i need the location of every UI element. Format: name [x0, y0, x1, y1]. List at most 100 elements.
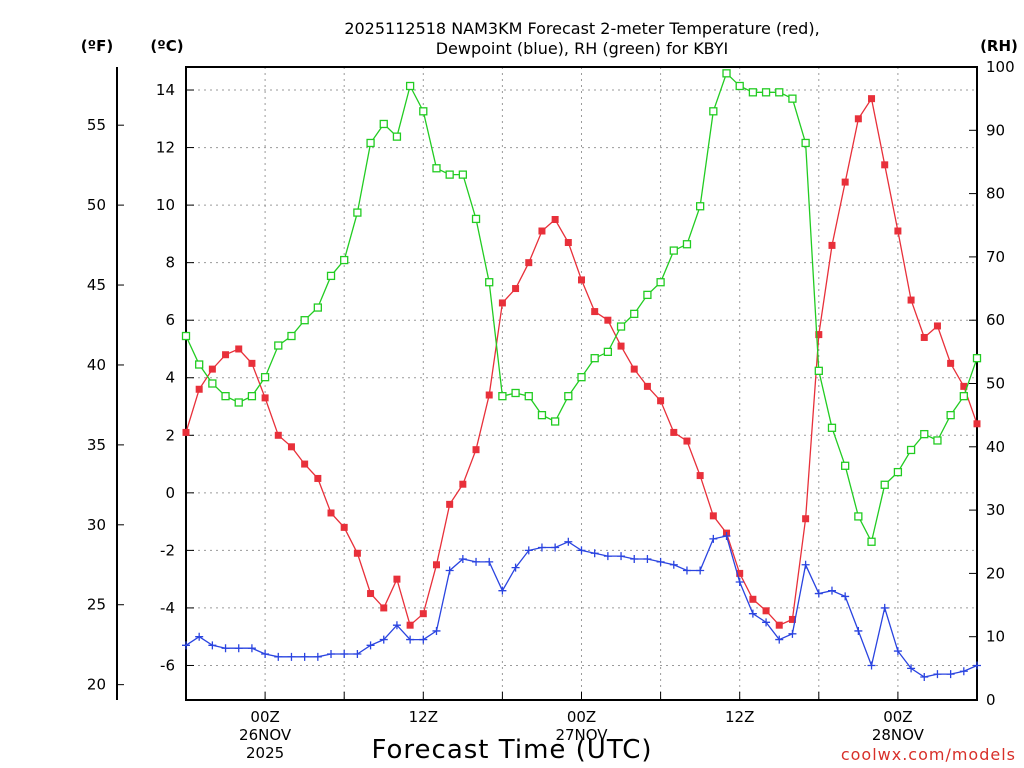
2-meter-temperature-point [248, 359, 256, 367]
rh-point [392, 132, 402, 141]
fahrenheit-tick-label: 55 [87, 116, 106, 134]
dewpoint-point [221, 644, 230, 653]
celsius-tick-label: 8 [165, 254, 175, 272]
celsius-unit-label: (ºC) [150, 37, 183, 55]
rh-tick-label: 80 [986, 185, 1005, 203]
celsius-tick-label: 6 [165, 311, 175, 329]
dewpoint-point [669, 560, 678, 569]
rh-unit-label: (RH) [980, 37, 1018, 55]
fahrenheit-tick-label: 35 [87, 436, 106, 454]
2-meter-temperature-point [881, 161, 889, 169]
2-meter-temperature-point [551, 215, 559, 223]
2-meter-temperature-point [222, 351, 230, 359]
rh-tick-label: 0 [986, 691, 996, 709]
dewpoint-point [300, 652, 309, 661]
celsius-axis: -6 -4 -2 0 2 4 6 8 10 12 14 [156, 81, 194, 674]
2-meter-temperature-point [828, 241, 836, 249]
2-meter-temperature-point [657, 397, 665, 405]
dewpoint-point [959, 667, 968, 676]
celsius-tick-label: 12 [156, 139, 175, 157]
time-tick-label: 12Z [409, 708, 438, 726]
dewpoint-point [234, 644, 243, 653]
rh-point [340, 255, 349, 265]
2-meter-temperature-point [604, 316, 612, 324]
dewpoint-point [472, 557, 481, 566]
time-tick-label: 2025 [246, 744, 284, 762]
rh-point [326, 271, 336, 281]
time-tick-label: 00Z [250, 708, 279, 726]
grid-lines [186, 67, 978, 700]
2-meter-temperature-point [643, 382, 651, 390]
rh-tick-label: 10 [986, 628, 1005, 646]
2-meter-temperature-point [472, 446, 480, 454]
dewpoint-point [564, 537, 573, 546]
rh-tick-label: 70 [986, 248, 1005, 266]
2-meter-temperature-point [538, 227, 546, 235]
2-meter-temperature-point [578, 276, 585, 284]
rh-point [748, 88, 758, 97]
dewpoint-point [920, 672, 929, 681]
rh-point [511, 388, 520, 398]
2-meter-temperature-point [815, 331, 823, 339]
rh-point [287, 331, 296, 341]
dewpoint-point [458, 555, 467, 564]
2-meter-temperature-point [907, 296, 915, 304]
2-meter-temperature-point [762, 607, 770, 615]
2-meter-temperature-point [973, 420, 981, 428]
dewpoint-point [801, 560, 810, 569]
dewpoint-point [748, 609, 757, 618]
2-meter-temperature-point [894, 227, 902, 235]
celsius-tick-label: -2 [160, 541, 175, 559]
dewpoint-point [827, 586, 836, 595]
dewpoint-point [340, 649, 349, 658]
2-meter-temperature-point [564, 239, 572, 247]
2-meter-temperature-point [868, 95, 876, 103]
dewpoint-point [195, 632, 204, 641]
2-meter-temperature-point [920, 333, 928, 341]
rh-point [775, 88, 784, 97]
dewpoint-point [973, 661, 981, 670]
rh-axis: 0 10 20 30 40 50 60 70 80 90 100 [969, 58, 1015, 709]
2-meter-temperature-point [287, 443, 295, 451]
celsius-tick-label: 0 [165, 484, 175, 502]
rh-tick-label: 60 [986, 311, 1005, 329]
chart-title-line2: Dewpoint (blue), RH (green) for KBYI [436, 39, 729, 58]
rh-tick-label: 50 [986, 375, 1005, 393]
rh-point [682, 240, 692, 249]
rh-point [274, 341, 283, 350]
dewpoint-point [907, 664, 916, 673]
rh-point [432, 164, 441, 173]
dewpoint-point [762, 618, 771, 627]
2-meter-temperature-point [235, 345, 243, 353]
dewpoint-series [182, 531, 981, 681]
2-meter-temperature-point [406, 621, 414, 629]
2-meter-temperature-point [261, 394, 269, 402]
dewpoint-point [406, 635, 415, 644]
dewpoint-point [261, 649, 270, 658]
celsius-tick-label: 14 [156, 81, 175, 99]
dewpoint-point [551, 543, 560, 552]
dewpoint-point [182, 641, 190, 650]
rh-point [405, 81, 415, 91]
rh-point [445, 170, 454, 179]
dewpoint-point [511, 563, 520, 572]
rh-tick-label: 90 [986, 121, 1005, 139]
dewpoint-point [775, 635, 784, 644]
rh-point [498, 392, 507, 401]
2-meter-temperature-point [591, 308, 599, 316]
dewpoint-point [498, 586, 507, 595]
fahrenheit-tick-label: 50 [87, 196, 106, 214]
2-meter-temperature-point [525, 259, 533, 267]
dewpoint-point [577, 546, 586, 555]
rh-point [669, 246, 678, 255]
dewpoint-point [630, 555, 639, 564]
2-meter-temperature-point [802, 515, 810, 523]
rh-point [300, 316, 309, 325]
time-tick-label: 12Z [725, 708, 754, 726]
dewpoint-point [617, 552, 626, 561]
rh-point [208, 379, 217, 388]
rh-tick-label: 30 [986, 501, 1005, 519]
dewpoint-point [590, 549, 599, 558]
rh-point [959, 392, 968, 401]
